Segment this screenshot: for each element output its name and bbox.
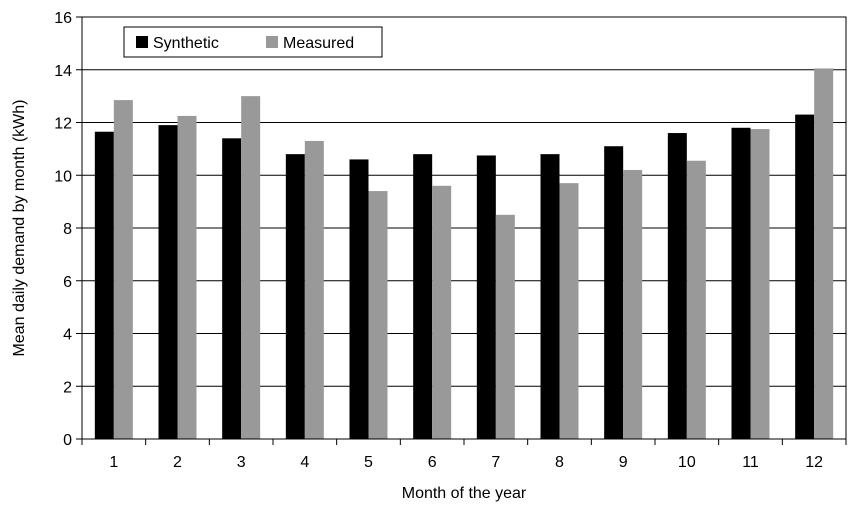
y-tick-label: 14 [54,63,72,80]
x-tick-label: 11 [742,454,759,471]
bar-synthetic-2 [158,125,178,439]
bars [94,68,834,440]
y-tick-label: 6 [63,274,72,291]
legend-label-measured: Measured [283,35,354,52]
legend-swatch-synthetic [136,36,148,48]
bar-measured-4 [304,140,324,439]
x-tick-label: 9 [619,454,628,471]
x-tick-label: 2 [173,454,182,471]
bar-measured-2 [177,115,197,439]
bar-measured-12 [814,68,834,440]
bar-synthetic-12 [795,114,815,440]
bar-synthetic-10 [667,133,687,440]
legend-box [123,26,383,58]
bar-synthetic-11 [731,127,751,440]
bar-synthetic-8 [540,154,560,439]
bar-measured-9 [623,169,643,439]
bar-synthetic-9 [604,146,624,440]
bar-synthetic-3 [222,138,242,439]
gridlines [82,69,846,387]
bar-measured-6 [432,185,452,439]
legend-swatch-measured [266,36,278,48]
y-tick-label: 2 [63,379,72,396]
x-axis-label: Month of the year [402,485,527,502]
y-tick-label: 8 [63,221,72,238]
bar-measured-11 [750,129,770,439]
x-tick-label: 12 [805,454,823,471]
y-tick-label: 4 [63,327,72,344]
y-tick-label: 10 [54,168,72,185]
x-tick-label: 6 [428,454,437,471]
x-tick-label: 10 [678,454,696,471]
bar-measured-5 [368,191,388,439]
bar-synthetic-7 [476,155,496,439]
legend-label-synthetic: Synthetic [153,35,219,52]
x-tick-label: 4 [300,454,309,471]
bar-measured-1 [113,100,133,440]
bar-synthetic-4 [285,154,305,439]
bar-synthetic-5 [349,159,369,440]
x-tick-label: 1 [109,454,118,471]
y-tick-label: 0 [63,432,72,449]
y-axis-label: Mean daily demand by month (kWh) [11,100,28,357]
bar-synthetic-6 [413,154,433,439]
bar-measured-3 [241,96,261,439]
legend: Synthetic Measured [123,26,383,58]
x-tick-label: 5 [364,454,373,471]
y-tick-label: 16 [54,10,72,27]
x-axis-ticks: 1 2 3 4 5 6 7 8 9 10 11 12 [81,439,847,471]
x-tick-label: 3 [237,454,246,471]
y-axis-ticks: 0 2 4 6 8 10 12 14 16 [54,10,82,449]
x-tick-label: 7 [491,454,500,471]
bar-measured-7 [495,214,515,439]
bar-measured-10 [686,160,706,439]
x-tick-label: 8 [555,454,564,471]
bar-synthetic-1 [94,131,114,439]
y-tick-label: 12 [54,116,72,133]
bar-measured-8 [559,183,579,439]
